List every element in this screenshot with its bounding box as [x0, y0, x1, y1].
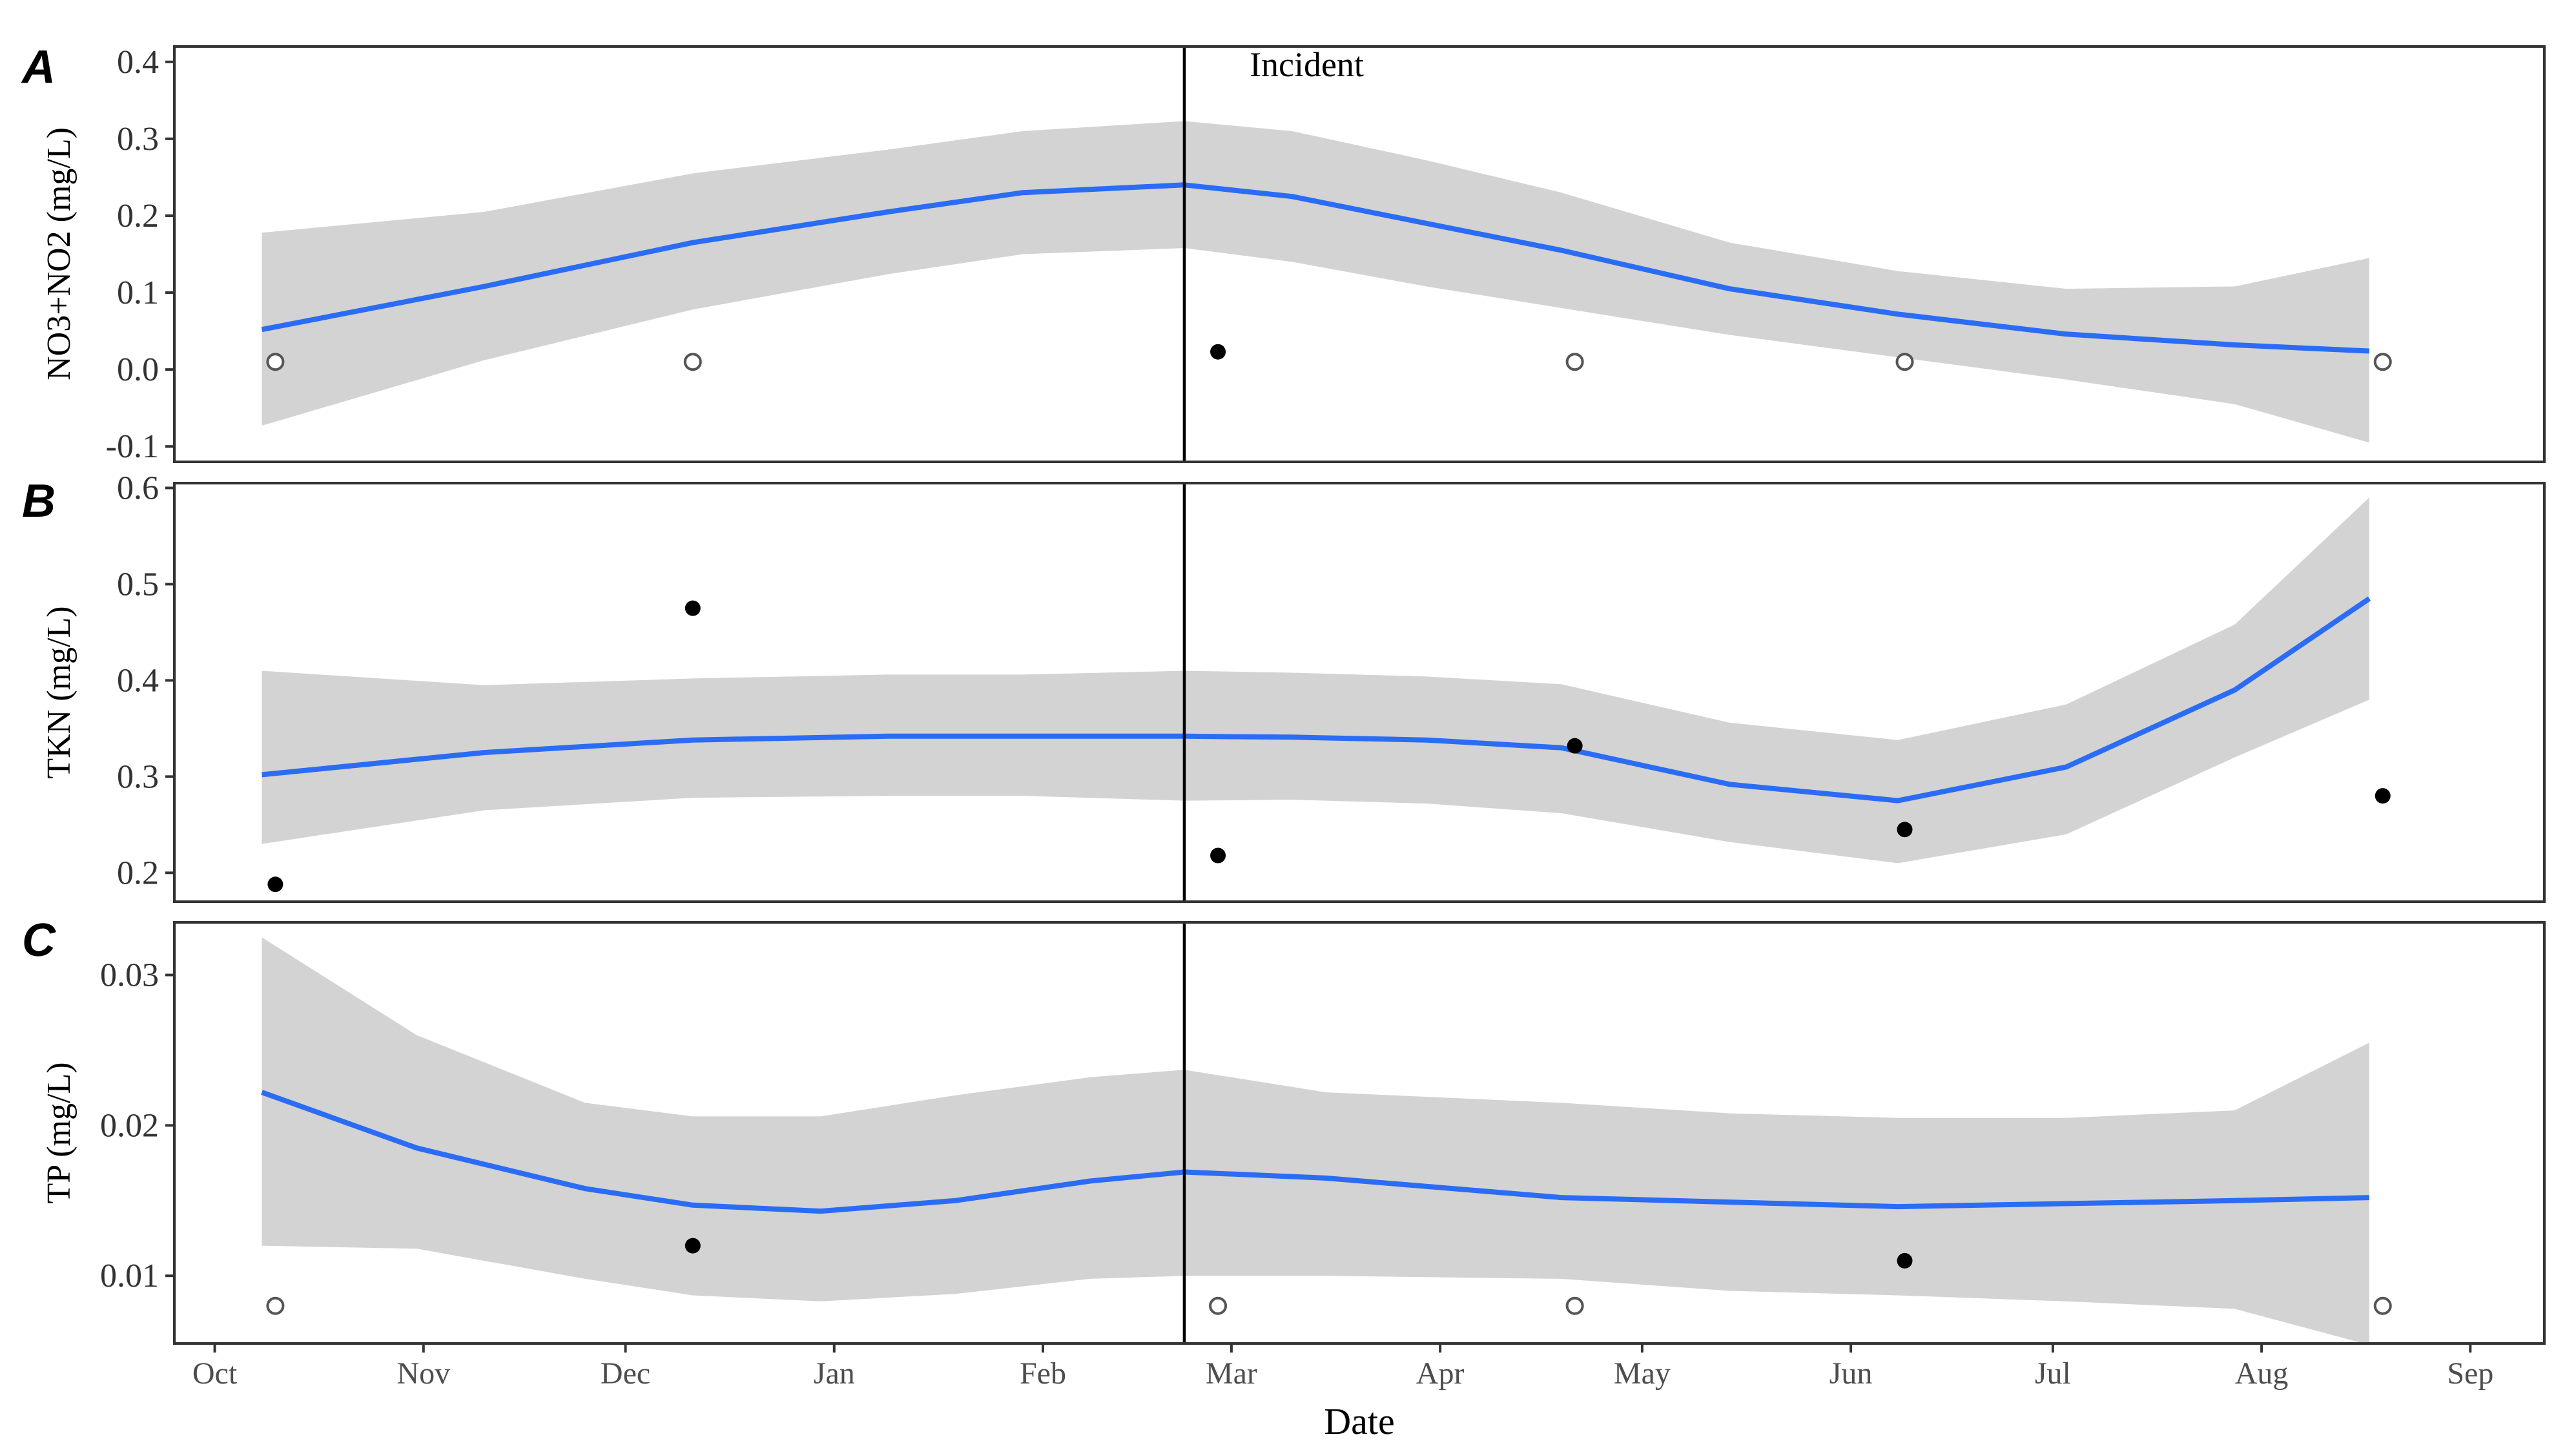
x-tick-label: Sep — [2447, 1356, 2493, 1391]
panel-c-y-tick-label: 0.01 — [100, 1258, 159, 1294]
panel-c-letter: C — [22, 915, 56, 966]
panel-a-data-point — [1565, 353, 1584, 371]
panel-a-letter: A — [21, 41, 56, 93]
incident-annotation: Incident — [1250, 45, 1364, 84]
x-tick-label: Aug — [2235, 1356, 2289, 1391]
panel-b-data-point — [1897, 822, 1913, 838]
panel-b-y-axis-title: TKN (mg/L) — [41, 606, 77, 778]
panel-b-fit-line — [262, 596, 2371, 804]
panel-c: 0.01 0.02 0.03 C TP (mg/L) — [22, 915, 2546, 1345]
panel-b-y-ticks: 0.2 0.3 0.4 0.5 0.6 — [117, 470, 174, 891]
panel-a-y-tick-label: 0.4 — [117, 44, 159, 81]
panel-c-data-point — [1565, 1296, 1584, 1315]
panel-c-frame — [173, 921, 2546, 1345]
panel-b-y-tick-label: 0.3 — [117, 758, 159, 795]
panel-b-y-tick-label: 0.5 — [117, 566, 159, 603]
panel-a-y-tick-label: -0.1 — [106, 428, 159, 465]
panel-a-data-point — [1210, 344, 1226, 360]
panel-a-y-tick-label: 0.3 — [117, 121, 159, 158]
panel-c-data-point — [685, 1238, 701, 1254]
x-tick-label: Feb — [1020, 1356, 1066, 1391]
panel-c-band-layer — [262, 937, 2369, 1345]
panel-a: -0.1 0.0 0.1 0.2 0.3 0.4 A NO3+NO2 (mg/L) Inc… — [21, 41, 2546, 465]
panel-c-y-tick-label: 0.02 — [100, 1107, 159, 1144]
x-tick-label: Jan — [814, 1356, 855, 1391]
panel-a-fit-line — [261, 182, 2370, 354]
panel-c-data-point — [1897, 1252, 1913, 1269]
panel-b-confidence-band — [262, 497, 2369, 864]
panel-c-data-point — [1209, 1296, 1228, 1315]
panel-b-y-tick-label: 0.4 — [117, 662, 159, 699]
x-tick-label: Jun — [1829, 1356, 1873, 1391]
panel-a-fit-layer — [261, 182, 2370, 354]
panel-a-data-point — [266, 353, 285, 371]
panel-b: 0.2 0.3 0.4 0.5 0.6 B TKN (mg/L) — [22, 470, 2546, 903]
panel-b-band-layer — [262, 497, 2369, 864]
panel-b-y-tick-label: 0.2 — [117, 855, 159, 891]
x-axis-title: Date — [1324, 1400, 1395, 1442]
panel-b-fit-layer — [262, 596, 2371, 804]
x-tick-label: May — [1614, 1356, 1671, 1391]
x-tick-label: Oct — [192, 1356, 238, 1391]
panel-c-data-point — [2373, 1296, 2392, 1315]
panel-a-data-point — [1895, 353, 1914, 371]
panel-b-y-tick-label: 0.6 — [117, 470, 159, 506]
panel-b-data-point — [267, 876, 283, 893]
x-tick-label: Apr — [1416, 1356, 1465, 1391]
panel-c-y-tick-label: 0.03 — [100, 957, 159, 994]
panel-b-frame — [173, 482, 2546, 903]
panel-b-data-point — [1567, 738, 1583, 754]
x-tick-label: Jul — [2035, 1356, 2071, 1391]
panel-a-data-point — [2373, 353, 2392, 371]
panel-a-y-ticks: -0.1 0.0 0.1 0.2 0.3 0.4 — [106, 44, 174, 465]
panel-c-y-axis-title: TP (mg/L) — [41, 1062, 77, 1203]
panel-a-y-axis-title: NO3+NO2 (mg/L) — [41, 127, 77, 380]
panel-a-y-tick-label: 0.1 — [117, 275, 159, 311]
panel-a-data-point — [683, 353, 702, 371]
panel-b-point-layer — [267, 600, 2391, 893]
x-tick-label: Mar — [1206, 1356, 1257, 1391]
panel-a-frame — [173, 45, 2546, 463]
panel-b-data-point — [685, 600, 701, 616]
panel-c-point-layer — [266, 1238, 2392, 1315]
panel-c-data-point — [266, 1296, 285, 1315]
panel-a-y-tick-label: 0.0 — [117, 351, 159, 388]
x-axis: Oct Nov Dec Jan Feb Mar Apr May Jun Jul Aug Sep — [192, 1343, 2493, 1391]
panel-b-letter: B — [22, 475, 56, 527]
panel-b-data-point — [1210, 847, 1226, 864]
panel-c-confidence-band — [262, 937, 2369, 1345]
panel-a-point-layer — [266, 344, 2392, 371]
panel-c-y-ticks: 0.01 0.02 0.03 — [100, 957, 174, 1294]
panel-a-band-layer — [262, 121, 2369, 443]
panel-a-y-tick-label: 0.2 — [117, 198, 159, 234]
x-tick-label: Dec — [601, 1356, 650, 1391]
panel-b-data-point — [2375, 788, 2391, 804]
x-tick-label: Nov — [397, 1356, 450, 1391]
panel-a-confidence-band — [262, 121, 2369, 443]
